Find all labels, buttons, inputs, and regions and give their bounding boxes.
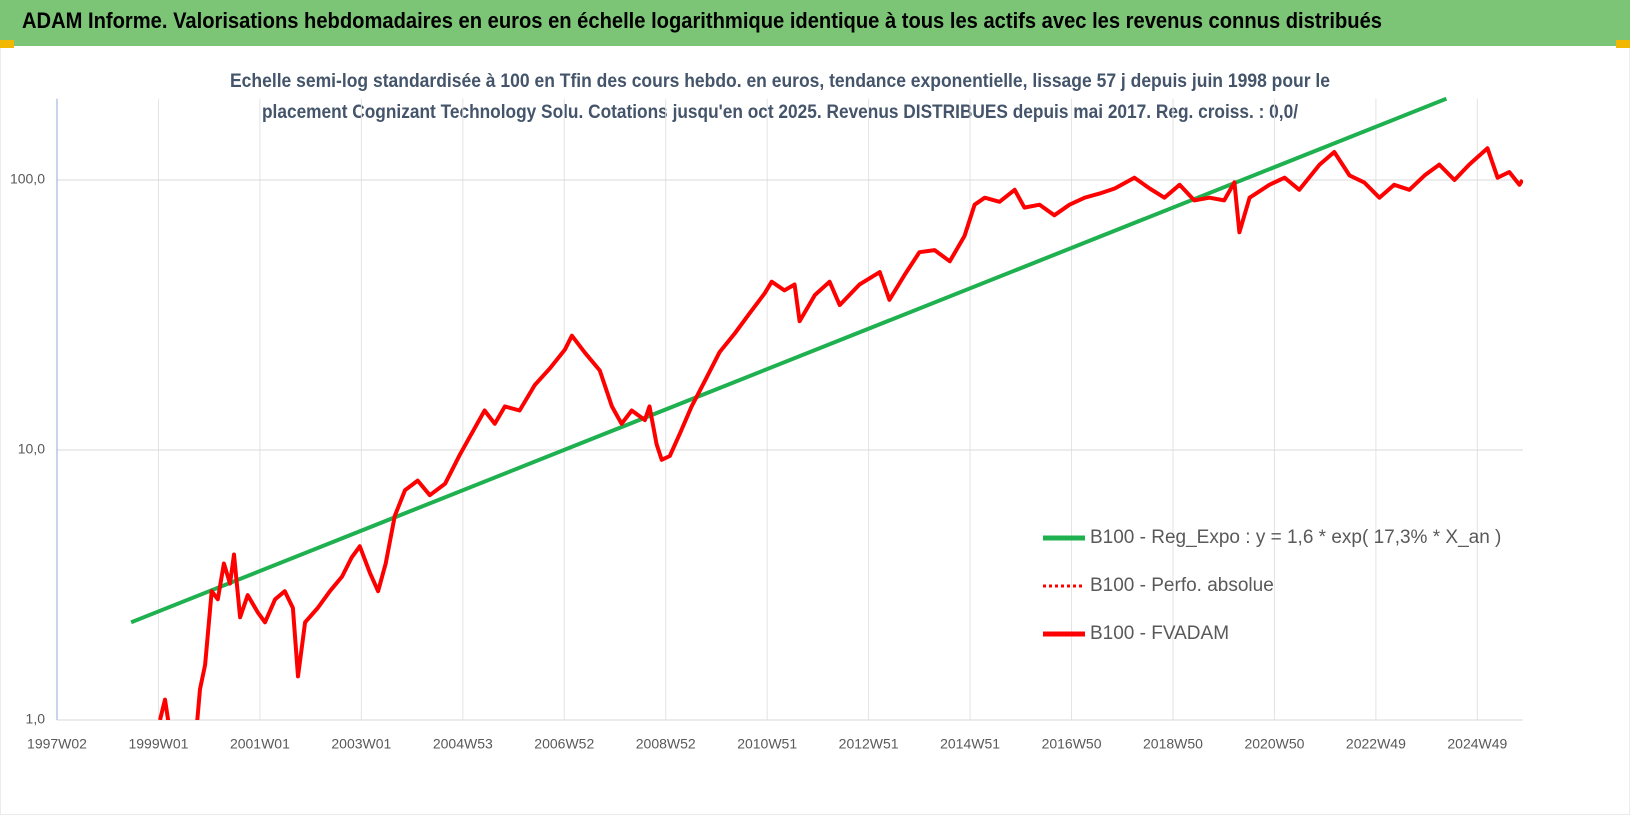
title-bar: [0, 0, 1630, 46]
y-tick-label: 10,0: [18, 441, 45, 457]
x-tick-label: 1999W01: [128, 736, 188, 752]
x-tick-label: 2014W51: [940, 736, 1000, 752]
page-title: ADAM Informe. Valorisations hebdomadaire…: [22, 8, 1382, 33]
plot-area: [130, 96, 1523, 720]
chart-subtitle: placement Cognizant Technology Solu. Cot…: [262, 102, 1299, 123]
y-tick-label: 1,0: [26, 711, 46, 727]
corner: [1616, 40, 1630, 48]
corner: [0, 40, 14, 48]
x-tick-label: 2008W52: [636, 736, 696, 752]
chart-subtitle: Echelle semi-log standardisée à 100 en T…: [230, 71, 1330, 92]
x-tick-label: 2001W01: [230, 736, 290, 752]
legend-label: B100 - Reg_Expo : y = 1,6 * exp( 17,3% *…: [1090, 527, 1501, 548]
x-tick-label: 2020W50: [1244, 736, 1304, 752]
x-tick-label: 1997W02: [27, 736, 87, 752]
y-tick-label: 100,0: [10, 171, 45, 187]
x-tick-label: 2024W49: [1447, 736, 1507, 752]
legend-label: B100 - Perfo. absolue: [1090, 575, 1274, 596]
x-tick-label: 2022W49: [1346, 736, 1406, 752]
x-tick-label: 2004W53: [433, 736, 493, 752]
series-line: [130, 96, 1448, 625]
legend-label: B100 - FVADAM: [1090, 623, 1229, 644]
x-tick-label: 2003W01: [331, 736, 391, 752]
x-tick-label: 2012W51: [839, 736, 899, 752]
x-tick-label: 2010W51: [737, 736, 797, 752]
series-line: [158, 146, 1523, 720]
x-tick-label: 2006W52: [534, 736, 594, 752]
x-tick-label: 2018W50: [1143, 736, 1203, 752]
x-tick-label: 2016W50: [1042, 736, 1102, 752]
